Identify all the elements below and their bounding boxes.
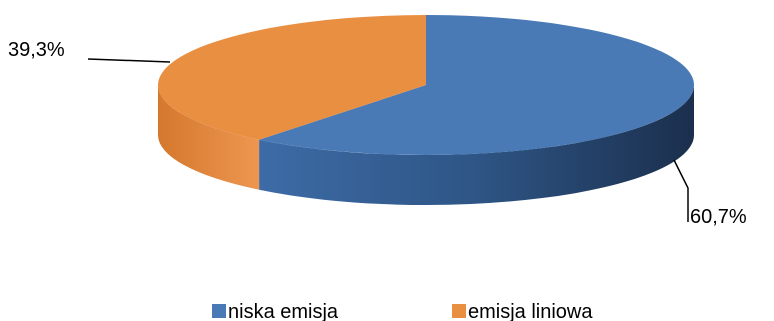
leader-line-emisja-liniowa	[87, 58, 171, 63]
legend-label-niska-emisja: niska emisja	[228, 301, 339, 321]
legend: niska emisja emisja liniowa	[212, 301, 593, 321]
legend-label-emisja-liniowa: emisja liniowa	[468, 301, 593, 321]
leader-line-niska-emisja	[673, 159, 689, 222]
legend-swatch-emisja-liniowa	[452, 304, 466, 318]
data-label-emisja-liniowa: 39,3%	[8, 39, 65, 61]
slice-side-niska-emisja	[259, 85, 694, 205]
data-label-niska-emisja: 60,7%	[690, 206, 747, 228]
slice-side-emisja-liniowa	[158, 85, 260, 190]
legend-swatch-niska-emisja	[212, 304, 226, 318]
slice-emisja-liniowa	[158, 15, 426, 140]
slice-niska-emisja	[259, 15, 695, 155]
